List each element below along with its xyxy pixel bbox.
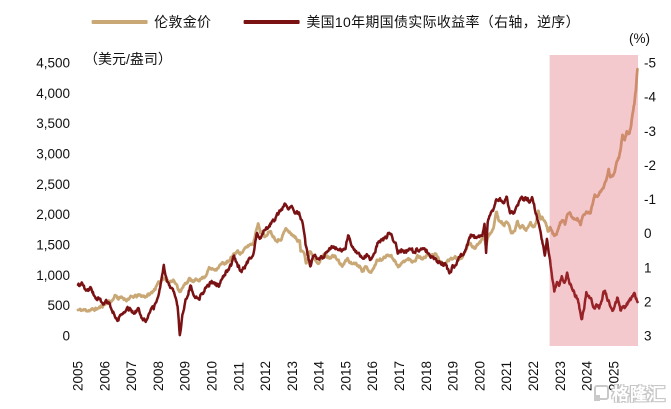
right-axis-unit-label: (%)	[629, 31, 650, 46]
x-axis-tick-label: 2013	[285, 361, 300, 391]
x-axis-tick-label: 2012	[258, 361, 273, 391]
x-axis-tick-label: 2009	[178, 361, 193, 391]
real-yield-line-swatch-icon	[243, 20, 300, 24]
right-axis-tick-label: 1	[644, 260, 652, 275]
left-axis-tick-label: 1,000	[36, 268, 70, 283]
left-axis-unit-label: （美元/盎司）	[84, 51, 172, 67]
left-axis-tick-label: 2,500	[36, 177, 70, 192]
left-axis-tick-label: 0	[62, 329, 70, 344]
legend-label-real-yield: 美国10年期国债实际收益率（右轴，逆序）	[306, 14, 580, 30]
left-axis-tick-label: 4,500	[36, 56, 70, 71]
x-axis-tick-label: 2014	[312, 360, 327, 391]
left-axis-tick-label: 2,000	[36, 207, 70, 222]
x-axis-tick-label: 2020	[472, 361, 487, 391]
x-axis-tick-label: 2022	[526, 361, 541, 391]
x-axis-tick-label: 2017	[392, 361, 407, 391]
highlight-region	[549, 55, 638, 346]
x-axis-tick-label: 2011	[231, 362, 246, 391]
legend-entry-real-yield: 美国10年期国债实际收益率（右轴，逆序）	[243, 12, 580, 32]
x-axis-tick-label: 2008	[151, 361, 166, 391]
right-axis-tick-label: 3	[644, 329, 652, 344]
left-axis-tick-label: 4,000	[36, 86, 70, 101]
right-axis-tick-label: -2	[644, 158, 656, 173]
x-axis-tick-label: 2025	[606, 361, 621, 391]
left-axis-tick-label: 3,000	[36, 147, 70, 162]
x-axis-tick-label: 2021	[499, 361, 514, 391]
right-axis-tick-label: 0	[644, 226, 652, 241]
left-axis-tick-label: 3,500	[36, 116, 70, 131]
legend-entry-gold: 伦敦金价	[91, 12, 211, 32]
x-axis-tick-label: 2006	[97, 361, 112, 391]
x-axis-tick-label: 2016	[365, 361, 380, 391]
gold-line-swatch-icon	[91, 20, 148, 24]
gold-price-line	[76, 67, 639, 313]
left-axis-tick-label: 500	[47, 298, 70, 313]
x-axis-tick-label: 2010	[205, 361, 220, 391]
x-axis-tick-label: 2015	[338, 361, 353, 391]
right-axis-tick-label: -1	[644, 192, 656, 207]
x-axis-tick-label: 2005	[71, 361, 86, 391]
chart-legend: 伦敦金价 美国10年期国债实际收益率（右轴，逆序）	[91, 12, 580, 32]
right-axis-tick-label: 2	[644, 294, 652, 309]
right-axis-tick-label: -3	[644, 124, 656, 139]
left-axis-tick-label: 1,500	[36, 238, 70, 253]
x-axis-tick-label: 2007	[124, 361, 139, 391]
x-axis-tick-label: 2018	[419, 361, 434, 391]
x-axis-tick-label: 2024	[580, 360, 595, 391]
x-axis-tick-label: 2023	[553, 361, 568, 391]
real-yield-line	[76, 195, 639, 337]
x-axis-tick-label: 2019	[446, 361, 461, 391]
legend-label-gold: 伦敦金价	[154, 14, 212, 30]
right-axis-tick-label: -5	[644, 56, 656, 71]
right-axis-tick-label: -4	[644, 90, 656, 105]
